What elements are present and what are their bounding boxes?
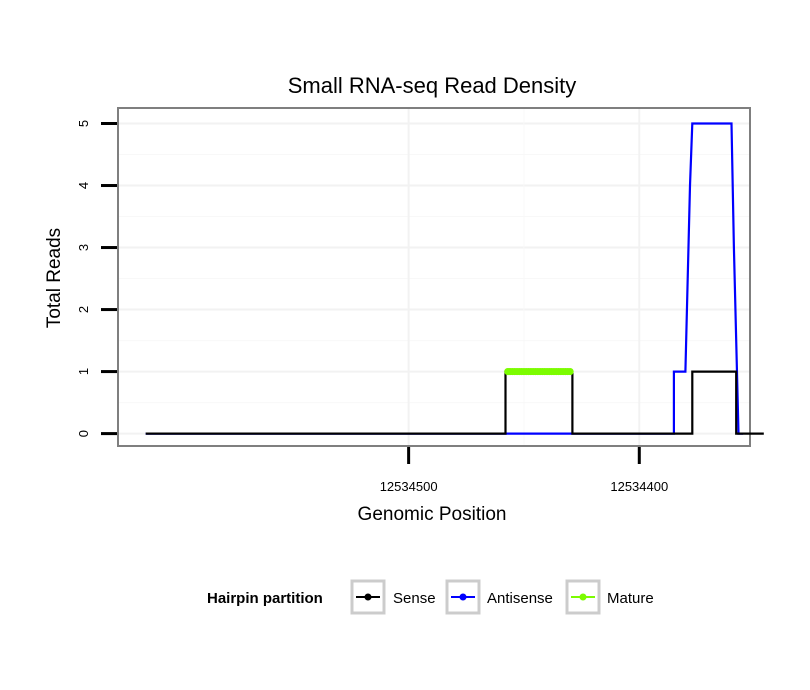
legend-item-mature: Mature (565, 579, 654, 615)
series-line-antisense (145, 122, 744, 435)
legend-label-mature: Mature (607, 590, 654, 607)
y-tick-label: 3 (76, 244, 91, 251)
mature-point (566, 367, 574, 376)
legend-item-sense: Sense (350, 579, 436, 615)
legend-label-sense: Sense (393, 590, 436, 607)
x-axis-label: Genomic Position (358, 504, 507, 525)
series-line-sense (145, 370, 764, 435)
plot-border (117, 107, 751, 447)
x-tick-label: 12534400 (610, 479, 668, 494)
legend-title: Hairpin partition (207, 590, 323, 607)
y-tick-label: 5 (76, 120, 91, 127)
y-tick-label: 2 (76, 306, 91, 313)
y-tick-label: 4 (76, 182, 91, 189)
legend-label-antisense: Antisense (487, 590, 553, 607)
y-tick-label: 0 (76, 430, 91, 437)
legend-point-sense (364, 593, 372, 601)
legend-point-antisense (459, 593, 467, 601)
legend-item-antisense: Antisense (445, 579, 553, 615)
x-tick-label: 12534500 (380, 479, 438, 494)
x-axis: 12534500 12534400 (380, 447, 668, 494)
plot-area (117, 107, 764, 447)
legend-point-mature (579, 593, 587, 601)
series-layer (145, 122, 764, 435)
y-tick-label: 1 (76, 368, 91, 375)
y-axis-label: Total Reads (44, 228, 65, 328)
y-axis: 0 1 2 3 4 5 (76, 120, 117, 437)
grid (119, 109, 749, 445)
legend: Hairpin partition Sense Antisense Mature (207, 579, 654, 615)
chart-title: Small RNA-seq Read Density (288, 73, 577, 98)
